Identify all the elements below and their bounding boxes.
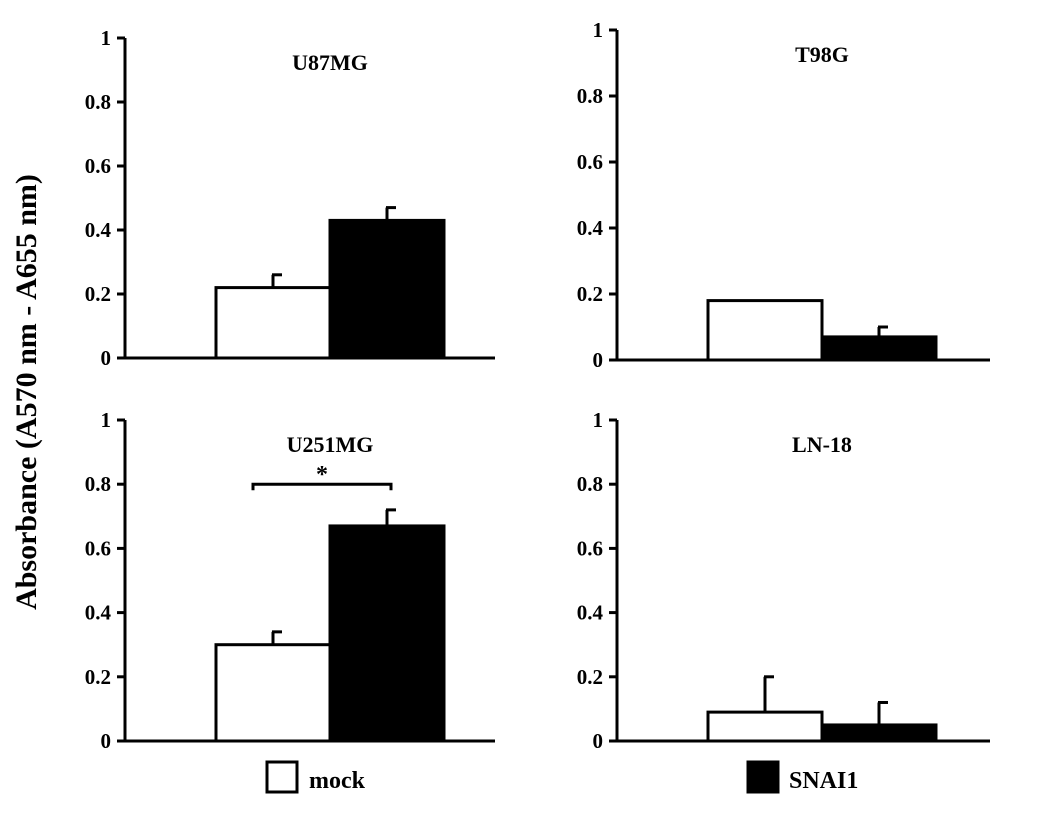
legend-label-mock: mock [309, 768, 366, 794]
bar-snai1 [328, 524, 446, 743]
y-tick-label: 0.4 [577, 601, 604, 625]
panel-4: 0 0.2 0.4 0.6 0.8 1 LN-18 [577, 408, 990, 753]
y-tick-label: 0.6 [85, 536, 111, 560]
y-tick-label: 0.8 [85, 90, 111, 114]
y-axis-label: Absorbance (A570 nm - A655 nm) [10, 174, 43, 610]
y-tick-label: 0.6 [85, 154, 111, 178]
y-tick-label: 0 [101, 346, 112, 370]
legend-label-snai1: SNAI1 [789, 768, 858, 794]
y-tick-label: 0.2 [577, 665, 603, 689]
panel-3: 0 0.2 0.4 0.6 0.8 1 U251MG * [85, 408, 495, 753]
y-tick-label: 1 [101, 408, 112, 432]
bar-snai1 [328, 218, 446, 360]
y-tick-label: 0.8 [577, 472, 603, 496]
panels: 0 0.2 0.4 0.6 0.8 1 U87MG 0 0.2 0.4 0.6 0.8 1 T98G 0 0.… [85, 18, 990, 753]
bar-mock [214, 643, 332, 743]
legend-swatch-mock [265, 760, 299, 794]
legend-swatch-snai1 [746, 760, 780, 794]
y-tick-label: 0 [101, 729, 112, 753]
bar-snai1 [820, 335, 938, 362]
y-tick-label: 0.4 [85, 218, 112, 242]
y-tick-label: 0.8 [577, 84, 603, 108]
y-tick-label: 0.2 [577, 282, 603, 306]
y-tick-label: 1 [593, 18, 604, 42]
bar-mock [214, 286, 332, 360]
panel-title: U251MG [287, 432, 374, 457]
legend: mock SNAI1 [265, 760, 858, 794]
y-tick-label: 0.8 [85, 472, 111, 496]
y-tick-label: 1 [593, 408, 604, 432]
y-tick-label: 0.6 [577, 536, 603, 560]
y-tick-label: 0 [593, 348, 604, 372]
panel-title: T98G [795, 42, 849, 67]
y-tick-label: 0 [593, 729, 604, 753]
bar-mock [706, 710, 824, 743]
bar-snai1 [820, 723, 938, 743]
significance-bracket [251, 482, 393, 491]
y-tick-label: 0.2 [85, 282, 111, 306]
y-tick-label: 0.4 [85, 601, 112, 625]
y-tick-label: 0.4 [577, 216, 604, 240]
bar-mock [706, 299, 824, 362]
y-tick-label: 0.6 [577, 150, 603, 174]
panel-1: 0 0.2 0.4 0.6 0.8 1 U87MG [85, 26, 495, 370]
panel-title: U87MG [292, 50, 368, 75]
panel-2: 0 0.2 0.4 0.6 0.8 1 T98G [577, 18, 990, 372]
panel-title: LN-18 [792, 432, 852, 457]
y-tick-label: 0.2 [85, 665, 111, 689]
significance-marker: * [316, 462, 328, 488]
y-tick-label: 1 [101, 26, 112, 50]
